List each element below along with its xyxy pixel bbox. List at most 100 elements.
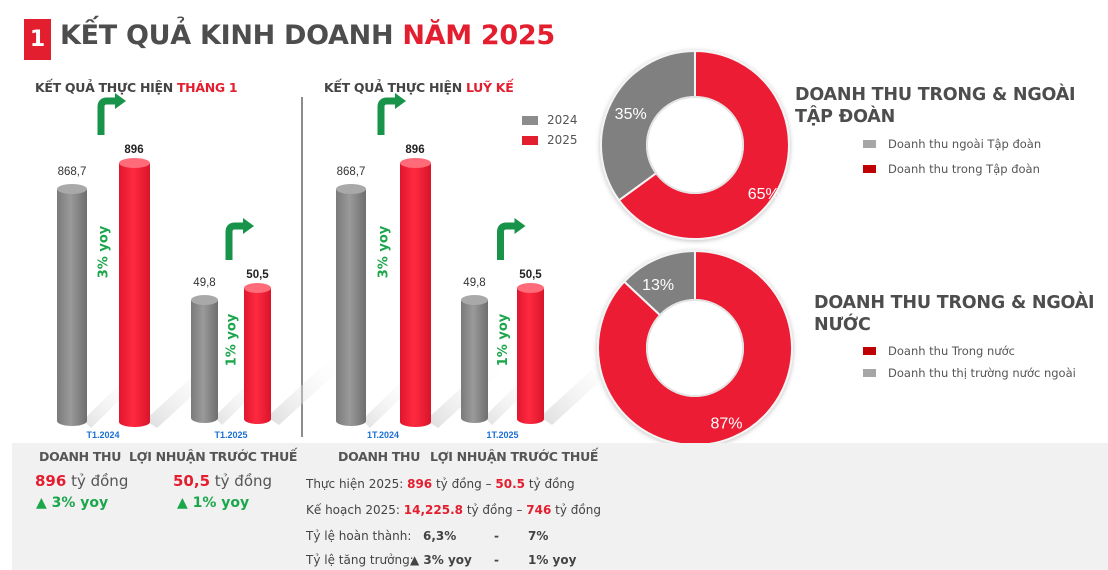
section-number-badge: 1 <box>24 19 51 60</box>
legend-label: Doanh thu ngoài Tập đoàn <box>888 137 1042 151</box>
bar-charts: 868,7 896 T1.2024 3% yoy 49,8 50,5 T1.2025 1% y… <box>57 93 600 440</box>
donut1-title-line1: DOANH THU TRONG & NGOÀI <box>795 85 1076 105</box>
bar-2025-T1.2024 <box>119 163 150 427</box>
data-label-2025: 896 <box>124 144 143 156</box>
row-label: Thực hiện 2025: <box>306 477 408 491</box>
yoy-annotation: 1% yoy <box>225 313 240 366</box>
legend-label: 2025 <box>547 133 578 147</box>
row-revenue: 896 <box>407 477 433 491</box>
bar-2025-1T.2024-cap <box>400 158 431 168</box>
yoy-annotation: 1% yoy <box>496 313 511 366</box>
bar-2024-1T.2025-cap <box>461 295 488 305</box>
bar-2024-T1.2025-cap <box>191 295 218 305</box>
donut-data-label: 87% <box>710 415 742 432</box>
bar-shadow <box>540 362 600 425</box>
donut-data-label: 35% <box>615 106 647 123</box>
month-profit-yoy: ▲ 1% yoy <box>177 495 250 511</box>
legend-item-2025: 2025 <box>522 133 578 147</box>
row-unit: tỷ đồng <box>551 503 601 517</box>
growth-arrow-icon <box>497 222 517 260</box>
donut2-legend-item-domestic: Doanh thu Trong nước <box>863 344 1015 358</box>
bar-shadow <box>267 353 347 425</box>
growth-arrow-head-icon <box>243 218 254 234</box>
growth-arrow-head-icon <box>115 93 126 109</box>
legend-label: Doanh thu thị trường nước ngoài <box>888 366 1076 380</box>
donut-hole <box>646 96 744 194</box>
row-unit: tỷ đồng <box>525 477 575 491</box>
row-completion-sep: - <box>494 529 499 543</box>
month-revenue-header: DOANH THU <box>39 449 122 464</box>
legend-swatch-gray <box>522 115 538 125</box>
row-completion-profit: 7% <box>528 529 549 543</box>
donut2-title-line1: DOANH THU TRONG & NGOÀI <box>814 293 1095 313</box>
cumulative-chart-title-main: KẾT QUẢ THỰC HIỆN <box>324 80 466 95</box>
page-title-highlight: NĂM 2025 <box>402 20 555 51</box>
growth-arrow-icon <box>377 97 397 135</box>
bar-2025-T1.2025 <box>244 288 271 424</box>
row-profit: 746 <box>526 503 552 517</box>
category-label: 1T.2024 <box>367 430 399 440</box>
bar-2024-T1.2024 <box>57 189 87 426</box>
row-growth-label: Tỷ lệ tăng trưởng: <box>306 553 414 567</box>
row-label: Kế hoạch 2025: <box>306 503 404 517</box>
growth-arrow-head-icon <box>514 218 526 234</box>
data-label-2025: 896 <box>405 144 424 156</box>
growth-arrow-icon <box>97 97 117 135</box>
row-growth-sep: - <box>494 553 499 567</box>
month-profit-value: 50,5 tỷ đồng <box>173 472 272 490</box>
bar-2025-T1.2025-cap <box>244 283 271 293</box>
summary-band <box>12 443 1108 570</box>
page-title-main: KẾT QUẢ KINH DOANH <box>60 20 403 51</box>
month-profit-header: LỢI NHUẬN TRƯỚC THUẾ <box>129 449 298 464</box>
row-mid: tỷ đồng – <box>432 477 496 491</box>
cumulative-chart-title: KẾT QUẢ THỰC HIỆN LUỸ KẾ <box>324 80 514 95</box>
donut-hole <box>646 299 744 397</box>
monthly-chart-title-highlight: THÁNG 1 <box>176 80 238 95</box>
bar-2024-T1.2024-cap <box>57 184 87 194</box>
legend-swatch-red <box>522 135 538 145</box>
legend-label: 2024 <box>547 113 578 127</box>
row-completion-revenue: 6,3% <box>423 529 457 543</box>
cumulative-chart-title-highlight: LUỸ KẾ <box>465 80 514 95</box>
legend-swatch-red <box>863 347 876 355</box>
profit-unit: tỷ đồng <box>210 472 273 490</box>
donut2-title: DOANH THU TRONG & NGOÀI NƯỚC <box>814 292 1095 336</box>
legend-swatch-gray <box>863 369 876 377</box>
bar-2025-1T.2024 <box>400 163 431 427</box>
bar-2025-1T.2025-cap <box>517 283 544 293</box>
bar-2025-T1.2024-cap <box>119 158 150 168</box>
data-label-2024: 49,8 <box>463 277 485 289</box>
bar-2024-1T.2025 <box>461 300 488 423</box>
donut1-legend-item-inside-group: Doanh thu trong Tập đoàn <box>863 162 1040 176</box>
data-label-2024: 868,7 <box>58 166 87 178</box>
revenue-unit: tỷ đồng <box>66 472 129 490</box>
monthly-chart-title-main: KẾT QUẢ THỰC HIỆN <box>35 80 177 95</box>
monthly-chart-title: KẾT QUẢ THỰC HIỆN THÁNG 1 <box>35 80 238 95</box>
row-completion-label: Tỷ lệ hoàn thành: <box>306 529 412 543</box>
yoy-annotation: 3% yoy <box>377 225 392 278</box>
row-revenue: 14,225.8 <box>403 503 463 517</box>
category-label: 1T.2025 <box>486 430 518 440</box>
data-label-2025: 50,5 <box>519 269 542 281</box>
row-actual-2025: Thực hiện 2025: 896 tỷ đồng – 50.5 tỷ đồ… <box>306 477 575 491</box>
data-label-2024: 49,8 <box>193 277 215 289</box>
yoy-annotation: 3% yoy <box>97 225 112 278</box>
page-title: KẾT QUẢ KINH DOANH NĂM 2025 <box>60 20 555 51</box>
legend-label: Doanh thu Trong nước <box>888 344 1015 358</box>
cum-profit-header: LỢI NHUẬN TRƯỚC THUẾ <box>430 449 599 464</box>
revenue-number: 896 <box>35 472 67 490</box>
growth-arrow-head-icon <box>395 93 406 109</box>
month-revenue-yoy: ▲ 3% yoy <box>36 495 109 511</box>
bar-2024-T1.2025 <box>191 300 218 423</box>
data-label-2025: 50,5 <box>246 269 269 281</box>
row-mid: tỷ đồng – <box>463 503 527 517</box>
donut-data-label: 13% <box>642 277 674 294</box>
growth-arrow-icon <box>225 222 245 260</box>
data-label-2024: 868,7 <box>337 166 366 178</box>
bar-2024-1T.2024 <box>336 189 366 426</box>
legend-swatch-gray <box>863 140 876 148</box>
bar-2024-1T.2024-cap <box>336 184 366 194</box>
profit-number: 50,5 <box>173 472 211 490</box>
legend-swatch-red <box>863 165 876 173</box>
category-label: T1.2024 <box>86 430 119 440</box>
